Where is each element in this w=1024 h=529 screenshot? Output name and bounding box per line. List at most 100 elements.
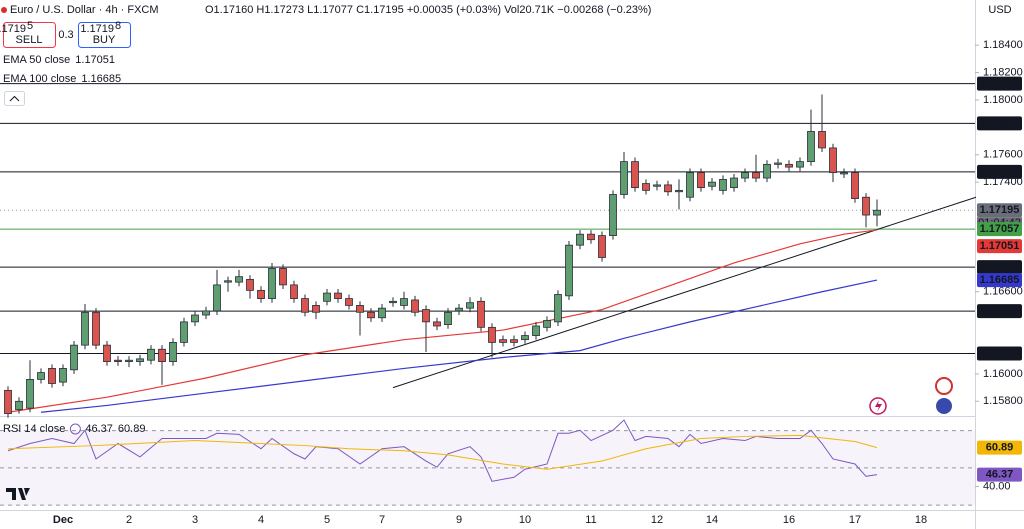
currency: USD: [988, 4, 1011, 16]
symbol-icon: [1, 7, 7, 13]
support-label: 1.17057: [980, 223, 1020, 235]
buy-price[interactable]: 1.1719: [80, 23, 114, 35]
level-label-box: [977, 116, 1022, 131]
sell-label[interactable]: SELL: [16, 34, 43, 46]
candle-body: [873, 209, 881, 216]
candle-body: [136, 358, 144, 362]
rsi-value-label-box: [977, 467, 1022, 482]
candle-body: [466, 302, 474, 309]
candle-body: [103, 344, 111, 362]
y-tick-label: 1.16600: [983, 286, 1023, 298]
candle-body: [323, 292, 331, 302]
x-tick-label: 11: [585, 514, 596, 526]
y-tick-label: 1.18000: [983, 94, 1023, 106]
candle-body: [48, 368, 56, 384]
candle-body: [477, 300, 485, 328]
candle-body: [543, 320, 551, 328]
level-label-box: [977, 304, 1022, 319]
candle-body: [312, 305, 320, 313]
legend-name: EMA 50 close: [3, 54, 70, 66]
level-label: 1.17475: [980, 166, 1020, 178]
rsi-pane: [0, 418, 975, 510]
candle-body: [862, 196, 870, 216]
candle-body: [752, 172, 760, 179]
legend-value: 1.16685: [81, 73, 121, 85]
flag-icon[interactable]: [935, 377, 953, 395]
x-tick-label: 17: [849, 514, 861, 526]
buy-button[interactable]: 1.1719 8 BUY: [78, 20, 131, 48]
trendline: [392, 196, 977, 389]
candle-body: [554, 294, 562, 323]
candle-body: [92, 311, 100, 346]
legend-name: EMA 100 close: [3, 73, 76, 85]
y-tick-label: 1.17600: [983, 149, 1023, 161]
candle-body: [565, 244, 573, 297]
buy-box[interactable]: [78, 22, 131, 48]
candle-body: [290, 284, 298, 299]
level-label-box: [977, 76, 1022, 91]
event-icon-bolt[interactable]: [875, 400, 882, 412]
candle-body: [488, 326, 496, 343]
candle-body: [708, 181, 716, 187]
collapse-button[interactable]: [4, 91, 25, 106]
candle-body: [81, 311, 89, 346]
candle-body: [807, 131, 815, 163]
logo: [6, 488, 30, 500]
sell-pip[interactable]: 5: [27, 20, 33, 32]
candle-body: [345, 298, 353, 306]
sell-box[interactable]: [3, 22, 56, 48]
candle-body: [587, 233, 595, 241]
candle-body: [4, 389, 12, 415]
candle-body: [730, 177, 738, 189]
x-tick-label: 12: [651, 514, 663, 526]
candle-body: [510, 339, 518, 343]
x-tick-label: 18: [915, 514, 927, 526]
candle-body: [598, 235, 606, 258]
candle-body: [356, 305, 364, 313]
candle-body: [400, 298, 408, 306]
rsi-value-label: 60.89: [986, 442, 1014, 454]
spread: 0.3: [58, 29, 73, 41]
candle-body: [378, 307, 386, 319]
candle-body: [444, 311, 452, 326]
candle-body: [15, 400, 23, 410]
sell-price[interactable]: 1.1719: [0, 23, 26, 35]
level-label-box: [977, 164, 1022, 179]
candle-body: [653, 184, 661, 187]
candle-body: [367, 311, 375, 319]
candle-body: [224, 280, 232, 283]
rsi-icon: [69, 423, 81, 435]
y-tick-label: 1.18200: [983, 66, 1023, 78]
level-label-box: [977, 346, 1022, 361]
x-tick-label: 7: [379, 514, 385, 526]
y-tick-label: 1.16000: [983, 368, 1023, 380]
sell-button[interactable]: 1.1719 5 SELL: [0, 20, 56, 48]
collapse-icon[interactable]: [9, 95, 20, 102]
buy-label[interactable]: BUY: [93, 34, 116, 46]
candle-body: [785, 163, 793, 168]
candle-body: [246, 279, 254, 291]
last-price-label: 1.17195: [980, 204, 1020, 216]
candle-body: [675, 189, 683, 193]
candle-body: [59, 368, 67, 383]
flag-icon[interactable]: [936, 398, 952, 414]
candle-body: [37, 372, 45, 380]
candle-body: [829, 147, 837, 173]
candle-body: [686, 172, 694, 198]
buy-pip[interactable]: 8: [115, 20, 121, 32]
x-tick-label: 14: [706, 514, 718, 526]
candle-body: [70, 344, 78, 371]
rsi-legend-value: 46.37: [85, 423, 113, 435]
ema-line: [7, 229, 878, 413]
candle-body: [235, 276, 243, 283]
candle-body: [631, 161, 639, 189]
candle-body: [840, 172, 848, 175]
x-tick-label: 4: [258, 514, 264, 526]
candle-body: [521, 335, 529, 341]
level-label: 1.16458: [980, 305, 1020, 317]
ema-label: 1.16685: [980, 274, 1020, 286]
candle-body: [697, 172, 705, 189]
y-tick-label: 40.00: [983, 480, 1011, 492]
legend-value: 1.17051: [75, 54, 115, 66]
y-tick-label: 1.15800: [983, 395, 1023, 407]
